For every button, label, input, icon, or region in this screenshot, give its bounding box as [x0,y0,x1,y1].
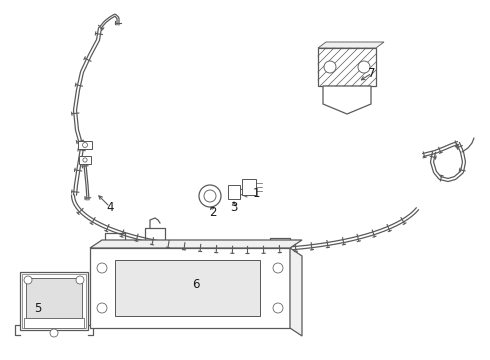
Polygon shape [318,42,384,48]
Circle shape [358,61,370,73]
Bar [24,318,84,328]
Bar [242,179,256,195]
Polygon shape [323,86,371,114]
Circle shape [97,303,107,313]
Bar [78,141,92,149]
Bar [90,248,290,328]
Bar [20,272,88,330]
Bar [318,48,376,86]
Text: 4: 4 [106,201,114,213]
Polygon shape [290,248,302,336]
Circle shape [324,61,336,73]
Bar [26,278,82,318]
Circle shape [273,303,283,313]
Circle shape [199,185,221,207]
Bar [115,260,260,316]
Circle shape [204,190,216,202]
Circle shape [83,158,87,162]
Text: 2: 2 [209,206,217,219]
Circle shape [24,276,32,284]
Circle shape [50,329,58,337]
Text: 6: 6 [192,279,200,292]
Bar [228,185,240,199]
Text: 5: 5 [34,302,42,315]
Bar [79,156,91,163]
Bar [22,274,86,328]
Circle shape [76,276,84,284]
Circle shape [82,143,87,148]
Circle shape [273,263,283,273]
Text: 7: 7 [368,67,376,80]
Circle shape [97,263,107,273]
Text: 1: 1 [252,186,260,199]
Text: 3: 3 [230,201,238,213]
Polygon shape [90,240,302,248]
